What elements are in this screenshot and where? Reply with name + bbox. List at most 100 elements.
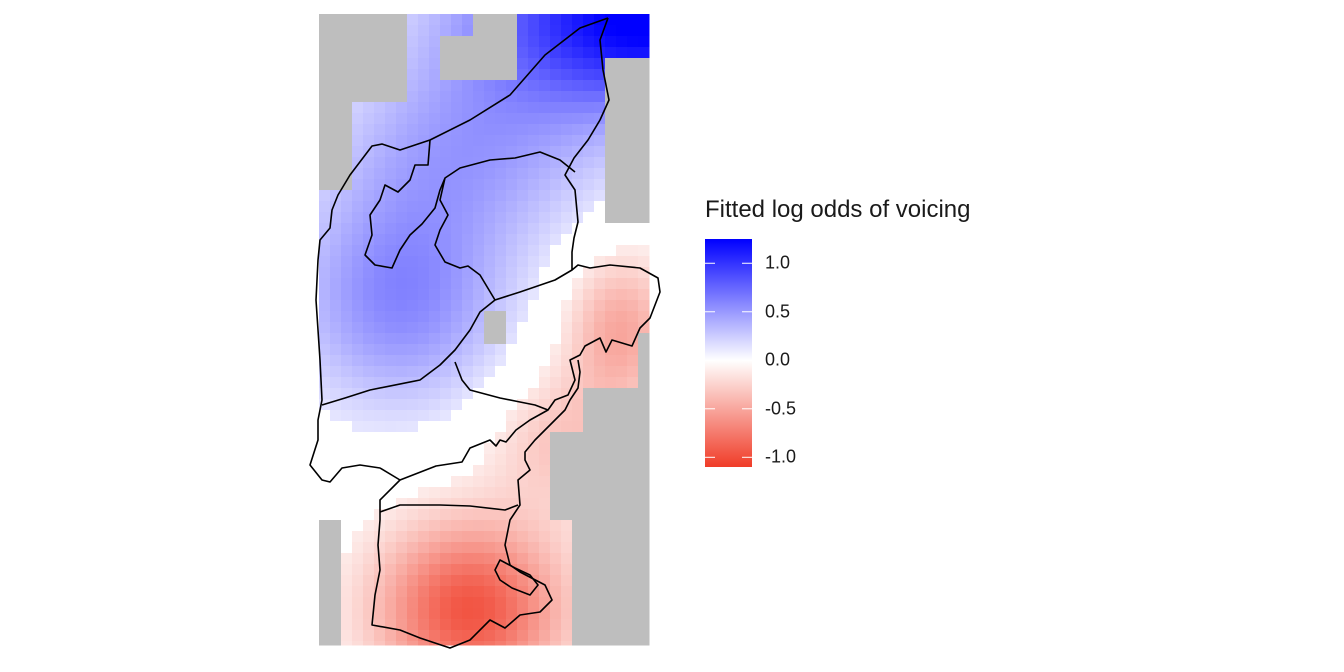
surface-tile bbox=[528, 300, 540, 312]
surface-tile bbox=[539, 344, 551, 356]
surface-tile bbox=[616, 399, 628, 411]
surface-tile bbox=[473, 80, 485, 92]
surface-tile bbox=[473, 36, 485, 48]
surface-tile bbox=[506, 157, 518, 169]
surface-tile bbox=[638, 179, 650, 191]
surface-tile bbox=[539, 245, 551, 257]
surface-tile bbox=[473, 344, 485, 356]
surface-tile bbox=[517, 69, 529, 81]
surface-tile bbox=[363, 542, 375, 554]
surface-tile bbox=[418, 102, 430, 114]
surface-tile bbox=[407, 311, 419, 323]
surface-tile bbox=[495, 531, 507, 543]
surface-tile bbox=[352, 586, 364, 598]
surface-tile bbox=[330, 278, 342, 290]
surface-tile bbox=[407, 289, 419, 301]
surface-tile bbox=[319, 487, 331, 499]
surface-tile bbox=[506, 399, 518, 411]
legend-title: Fitted log odds of voicing bbox=[705, 196, 971, 223]
surface-tile bbox=[594, 619, 606, 631]
surface-tile bbox=[462, 201, 474, 213]
surface-tile bbox=[539, 553, 551, 565]
surface-tile bbox=[484, 223, 496, 235]
surface-tile bbox=[374, 157, 386, 169]
surface-tile bbox=[583, 322, 595, 334]
surface-tile bbox=[363, 311, 375, 323]
surface-tile bbox=[385, 586, 397, 598]
surface-tile bbox=[418, 168, 430, 180]
surface-tile bbox=[550, 333, 562, 345]
surface-tile bbox=[407, 300, 419, 312]
surface-tile bbox=[429, 179, 441, 191]
surface-tile bbox=[407, 256, 419, 268]
surface-tile bbox=[506, 47, 518, 59]
surface-tile bbox=[638, 267, 650, 279]
surface-tile bbox=[418, 256, 430, 268]
surface-tile bbox=[561, 300, 573, 312]
surface-tile bbox=[561, 234, 573, 246]
surface-tile bbox=[385, 14, 397, 26]
surface-tile bbox=[638, 366, 650, 378]
surface-tile bbox=[484, 553, 496, 565]
surface-tile bbox=[561, 432, 573, 444]
surface-tile bbox=[605, 564, 617, 576]
surface-tile bbox=[407, 124, 419, 136]
surface-tile bbox=[462, 190, 474, 202]
surface-tile bbox=[407, 333, 419, 345]
surface-tile bbox=[407, 91, 419, 103]
surface-tile bbox=[550, 102, 562, 114]
surface-tile bbox=[517, 47, 529, 59]
surface-tile bbox=[451, 553, 463, 565]
surface-tile bbox=[638, 542, 650, 554]
surface-tile bbox=[319, 212, 331, 224]
surface-tile bbox=[374, 69, 386, 81]
surface-tile bbox=[407, 47, 419, 59]
surface-tile bbox=[583, 179, 595, 191]
surface-tile bbox=[616, 421, 628, 433]
surface-tile bbox=[517, 223, 529, 235]
surface-tile bbox=[517, 234, 529, 246]
surface-tile bbox=[473, 201, 485, 213]
surface-tile bbox=[550, 47, 562, 59]
surface-tile bbox=[396, 465, 408, 477]
surface-tile bbox=[550, 256, 562, 268]
surface-tile bbox=[583, 25, 595, 37]
surface-tile bbox=[451, 344, 463, 356]
surface-tile bbox=[605, 135, 617, 147]
surface-tile bbox=[550, 366, 562, 378]
surface-tile bbox=[539, 311, 551, 323]
surface-tile bbox=[462, 619, 474, 631]
surface-tile bbox=[352, 322, 364, 334]
surface-tile bbox=[319, 267, 331, 279]
surface-tile bbox=[429, 58, 441, 70]
surface-tile bbox=[473, 212, 485, 224]
surface-tile bbox=[572, 509, 584, 521]
surface-tile bbox=[385, 575, 397, 587]
surface-tile bbox=[550, 476, 562, 488]
surface-tile bbox=[572, 91, 584, 103]
surface-tile bbox=[341, 179, 353, 191]
surface-tile bbox=[572, 322, 584, 334]
surface-tile bbox=[429, 113, 441, 125]
surface-tile bbox=[440, 586, 452, 598]
surface-tile bbox=[341, 146, 353, 158]
surface-tile bbox=[363, 168, 375, 180]
surface-tile bbox=[352, 14, 364, 26]
surface-tile bbox=[473, 575, 485, 587]
surface-tile bbox=[330, 498, 342, 510]
surface-tile bbox=[528, 465, 540, 477]
surface-tile bbox=[528, 586, 540, 598]
surface-tile bbox=[539, 47, 551, 59]
surface-tile bbox=[594, 542, 606, 554]
surface-tile bbox=[352, 80, 364, 92]
surface-tile bbox=[407, 267, 419, 279]
surface-tile bbox=[440, 608, 452, 620]
surface-tile bbox=[396, 542, 408, 554]
surface-tile bbox=[473, 102, 485, 114]
surface-tile bbox=[572, 25, 584, 37]
surface-tile bbox=[484, 256, 496, 268]
surface-tile bbox=[539, 190, 551, 202]
surface-tile bbox=[374, 597, 386, 609]
surface-tile bbox=[330, 300, 342, 312]
surface-tile bbox=[561, 190, 573, 202]
